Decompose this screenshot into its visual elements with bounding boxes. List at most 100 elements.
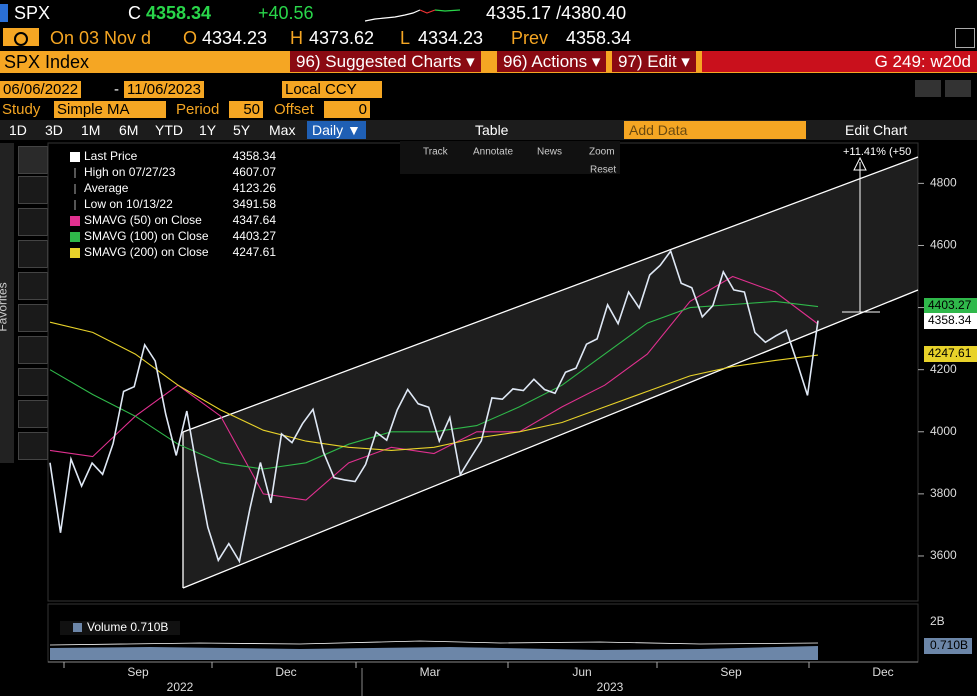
spark-red [419, 9, 436, 14]
period-button[interactable]: 3D [45, 122, 63, 138]
quote-date: On 03 Nov d [50, 28, 152, 48]
chart-tool[interactable]: Reset [590, 165, 616, 176]
period-button[interactable]: Max [269, 122, 296, 138]
y-tick-label: 3600 [930, 548, 957, 562]
bid-ask: 4335.17 /4380.40 [486, 3, 627, 23]
price-tag-bg [924, 313, 977, 329]
legend-bg [56, 148, 282, 262]
legend-label: SMAVG (50) on Close [84, 213, 202, 227]
period-button[interactable]: 1D [9, 122, 27, 138]
period-button[interactable]: 1M [81, 122, 101, 138]
legend-label: High on 07/27/23 [84, 165, 176, 179]
low-label: L [400, 28, 411, 48]
year-label: 2023 [597, 680, 624, 694]
offset-input[interactable]: 0 [324, 101, 370, 118]
study-label: Study [2, 101, 41, 118]
offset-label: Offset [274, 101, 314, 118]
menu-item[interactable]: 97) Edit ▾ [612, 51, 696, 72]
spark-white [365, 9, 421, 22]
ticker: SPX [14, 3, 51, 23]
x-tick-label: Sep [127, 665, 149, 679]
period-button[interactable]: YTD [155, 122, 183, 138]
redo-button[interactable] [945, 80, 971, 97]
prev-label: Prev [511, 28, 549, 48]
legend-value: 4607.07 [233, 165, 277, 179]
undo-button[interactable] [915, 80, 941, 97]
indicator [0, 4, 8, 22]
spark-green [434, 9, 461, 12]
y-tick-label: 3800 [930, 486, 957, 500]
x-tick-label: Sep [720, 665, 742, 679]
tool-pointer[interactable] [18, 146, 48, 174]
measure-arrowhead [853, 156, 867, 171]
period-label: Period [176, 101, 220, 118]
period-button[interactable]: 6M [119, 122, 139, 138]
favorites-strip [0, 143, 14, 463]
legend-label: Last Price [84, 149, 138, 163]
last-price: 4358.34 [146, 3, 212, 23]
add-data-input[interactable]: Add Data [624, 121, 806, 139]
price-tag: 4247.61 [928, 346, 972, 360]
tool-line[interactable] [18, 208, 48, 236]
chart-tool[interactable]: Track [423, 147, 449, 158]
channel-upper [182, 156, 919, 433]
legend-swatch [70, 152, 80, 162]
high-value: 4373.62 [309, 28, 375, 48]
price-tag: 4358.34 [928, 313, 972, 327]
close-label: C [128, 3, 141, 23]
open-value: 4334.23 [202, 28, 268, 48]
edit-chart-button[interactable]: Edit Chart [845, 122, 908, 138]
table-button[interactable]: Table [475, 122, 509, 138]
volume-average [49, 640, 819, 646]
x-tick-label: Jun [572, 665, 591, 679]
popout-button[interactable] [955, 28, 975, 48]
gauge-dial [14, 32, 28, 46]
legend-swatch [70, 232, 80, 242]
x-tick-label: Dec [872, 665, 893, 679]
period-input[interactable]: 50 [229, 101, 263, 118]
currency-select[interactable]: Local CCY [282, 81, 382, 98]
menu-item[interactable]: 96) Actions ▾ [497, 51, 607, 72]
gauge-icon [3, 28, 39, 46]
period-button[interactable]: 1Y [199, 122, 217, 138]
sparkline [365, 9, 461, 22]
y-tick-label: 4800 [930, 176, 957, 190]
high-label: H [290, 28, 303, 48]
sma-line [49, 300, 819, 470]
function-code: G 249: w20d [702, 51, 977, 72]
legend-value: 4358.34 [233, 149, 277, 163]
tool-fib[interactable] [18, 400, 48, 428]
volume-tick-label: 2B [930, 614, 945, 628]
chart-tool[interactable]: Annotate [473, 147, 513, 158]
low-value: 4334.23 [418, 28, 484, 48]
period-button[interactable]: 5Y [233, 122, 251, 138]
legend-label: Average [84, 181, 129, 195]
legend-value: 4123.26 [233, 181, 277, 195]
y-tick-label: 4000 [930, 424, 957, 438]
volume-swatch [73, 623, 82, 632]
legend-value: 3491.58 [233, 197, 277, 211]
chart-tool[interactable]: News [537, 147, 562, 158]
volume-legend-bg [60, 621, 180, 635]
security-name: SPX Index [4, 52, 90, 72]
legend-label: SMAVG (100) on Close [84, 229, 209, 243]
price-tag-bg [924, 298, 977, 314]
legend-label: SMAVG (200) on Close [84, 245, 209, 259]
price-tag: 4403.27 [928, 298, 972, 312]
volume-area [50, 646, 818, 660]
menu-item[interactable]: 96) Suggested Charts ▾ [290, 51, 481, 72]
chart-tool[interactable]: Zoom [589, 147, 615, 158]
end-date[interactable]: 11/06/2023 [124, 81, 204, 98]
gauge-bg [3, 28, 39, 46]
legend-value: 4347.64 [233, 213, 277, 227]
tool-pen[interactable] [18, 176, 48, 204]
start-date[interactable]: 06/06/2022 [0, 81, 82, 98]
legend-swatch [70, 216, 80, 226]
open-label: O [183, 28, 198, 48]
study-select[interactable]: Simple MA [54, 101, 166, 118]
frequency-select[interactable]: Daily ▼ [307, 121, 366, 139]
legend-swatch [70, 248, 80, 258]
y-tick-label: 4600 [930, 238, 957, 252]
